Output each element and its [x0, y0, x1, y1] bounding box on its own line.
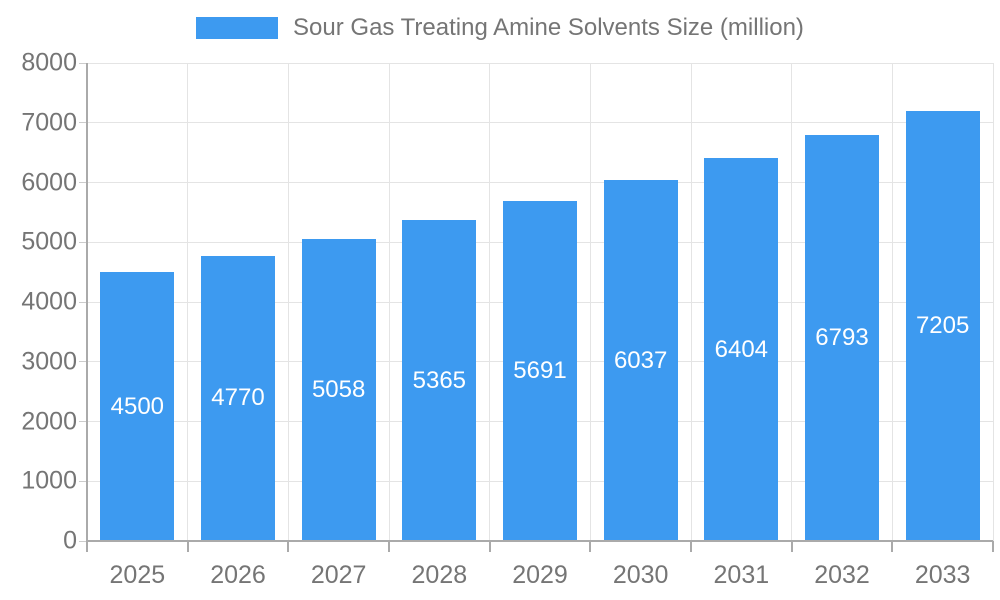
x-axis-tick	[86, 541, 88, 552]
x-axis-tick	[186, 541, 189, 552]
y-axis-tick-label: 1000	[21, 466, 77, 495]
legend-swatch	[196, 17, 279, 39]
bar-2026	[201, 255, 275, 540]
y-axis-tick	[79, 241, 87, 243]
y-axis-tick	[79, 480, 87, 482]
y-axis-tick-label: 3000	[21, 347, 77, 376]
y-axis-tick	[79, 361, 87, 363]
y-axis-tick	[79, 540, 87, 542]
y-axis-tick	[79, 421, 87, 422]
x-axis-tick	[790, 541, 793, 552]
y-axis-tick	[79, 182, 87, 183]
x-axis-tick	[388, 541, 390, 552]
x-axis-tick-label: 2025	[109, 561, 166, 589]
chart-legend[interactable]: Sour Gas Treating Amine Solvents Size (m…	[0, 14, 1000, 42]
gridline-vertical	[589, 63, 591, 541]
x-axis-tick	[287, 541, 290, 552]
bar-value-label: 6404	[714, 335, 769, 363]
bar-value-label: 6793	[815, 324, 869, 352]
gridline-horizontal	[87, 122, 993, 124]
x-axis-tick-label: 2026	[210, 561, 266, 589]
x-axis-tick-label: 2030	[612, 561, 669, 589]
bar-2032	[805, 135, 879, 540]
y-axis-tick-label: 2000	[21, 407, 77, 435]
bar-value-label: 5058	[311, 375, 366, 403]
bar-value-label: 4500	[110, 392, 165, 420]
x-axis-tick-label: 2033	[914, 561, 971, 589]
y-axis-line	[86, 63, 88, 542]
y-axis-tick	[79, 301, 87, 303]
x-axis-tick-label: 2031	[713, 561, 770, 589]
bar-2030	[603, 180, 678, 540]
y-axis-tick-label: 0	[63, 526, 77, 555]
x-axis-tick-label: 2027	[310, 561, 367, 589]
gridline-vertical	[187, 63, 189, 541]
x-axis-tick-label: 2028	[411, 561, 468, 589]
bar-value-label: 6037	[613, 346, 668, 374]
bar-2025	[100, 272, 175, 540]
legend-label: Sour Gas Treating Amine Solvents Size (m…	[293, 14, 804, 41]
x-axis-tick	[589, 541, 592, 552]
y-axis-tick	[79, 122, 87, 124]
y-axis-tick-label: 6000	[21, 168, 77, 196]
gridline-vertical	[891, 63, 893, 541]
bar-2029	[503, 200, 577, 540]
y-axis-tick-label: 5000	[21, 227, 77, 256]
bar-value-label: 4770	[211, 384, 265, 412]
x-axis-tick-label: 2032	[814, 561, 870, 589]
gridline-vertical	[287, 63, 289, 541]
x-axis-tick	[488, 541, 491, 552]
gridline-vertical	[992, 63, 994, 541]
x-axis-tick	[690, 541, 692, 552]
bar-2028	[402, 220, 477, 540]
x-axis-tick-label: 2029	[512, 561, 568, 589]
gridline-vertical	[489, 63, 491, 541]
gridline-vertical	[388, 63, 390, 541]
y-axis-tick-label: 4000	[21, 287, 77, 316]
gridline-horizontal	[87, 182, 993, 183]
bar-2031	[704, 158, 779, 540]
x-axis-line	[87, 540, 993, 542]
x-axis-tick	[891, 541, 894, 552]
y-axis-tick	[79, 62, 87, 64]
gridline-vertical	[791, 63, 793, 541]
y-axis-tick-label: 7000	[21, 108, 77, 137]
bar-value-label: 7205	[915, 311, 970, 339]
gridline-vertical	[690, 63, 692, 541]
x-axis-tick	[992, 541, 994, 552]
bar-value-label: 5365	[412, 366, 467, 394]
y-axis-tick-label: 8000	[21, 48, 77, 77]
bar-2033	[905, 110, 980, 540]
gridline-horizontal	[87, 62, 993, 64]
bar-2027	[301, 238, 376, 540]
bar-value-label: 5691	[513, 356, 567, 384]
